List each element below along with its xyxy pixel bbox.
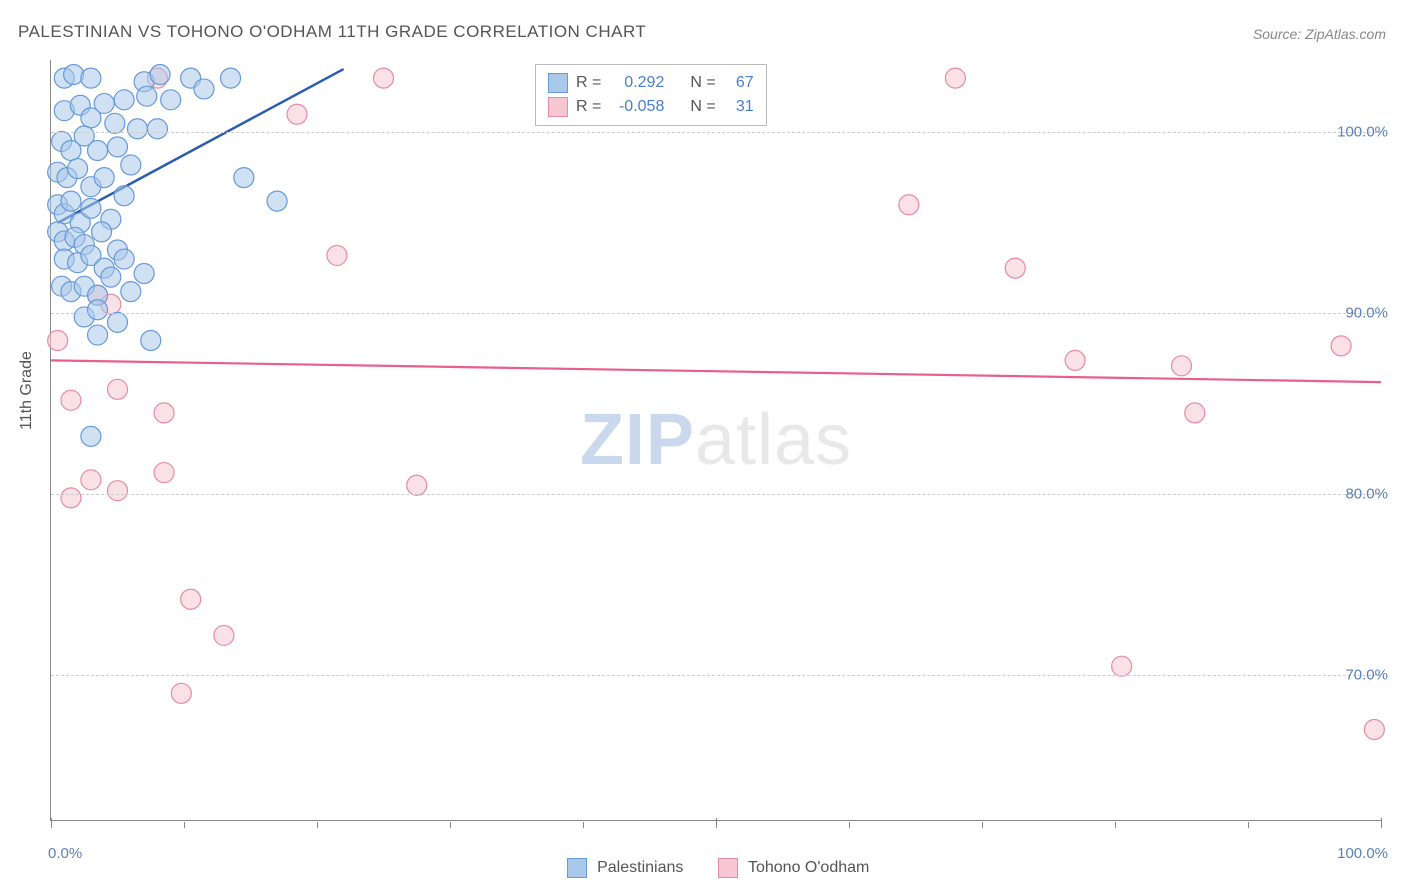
point-pink [61,488,81,508]
point-blue [147,119,167,139]
point-pink [1185,403,1205,423]
gridline-h [51,313,1381,314]
point-blue [150,64,170,84]
point-blue [88,140,108,160]
point-pink [61,390,81,410]
swatch-pink-bottom [718,858,738,878]
point-blue [114,249,134,269]
point-blue [101,267,121,287]
swatch-pink [548,97,568,117]
point-blue [114,186,134,206]
x-tick [716,818,717,828]
point-pink [1364,720,1384,740]
point-blue [161,90,181,110]
x-tick [1381,818,1382,828]
x-tick [51,818,52,828]
point-pink [1172,356,1192,376]
point-pink [407,475,427,495]
x-tick [317,822,318,828]
x-tick [1115,822,1116,828]
point-pink [945,68,965,88]
point-blue [234,168,254,188]
point-blue [121,282,141,302]
point-pink [171,683,191,703]
x-tick [583,822,584,828]
point-pink [108,481,128,501]
swatch-blue-bottom [567,858,587,878]
point-pink [1112,656,1132,676]
x-tick [450,822,451,828]
point-pink [214,625,234,645]
gridline-h [51,494,1381,495]
point-pink [108,379,128,399]
point-blue [194,79,214,99]
source-attribution: Source: ZipAtlas.com [1253,26,1386,42]
point-blue [94,168,114,188]
point-pink [154,403,174,423]
point-blue [68,159,88,179]
point-blue [114,90,134,110]
y-axis-label: 11th Grade [18,351,36,430]
legend-label-pink: Tohono O'odham [748,859,869,876]
gridline-h [51,675,1381,676]
legend-label-blue: Palestinians [597,859,683,876]
point-blue [134,264,154,284]
x-tick [982,822,983,828]
plot-area: ZIPatlas [50,60,1381,821]
point-pink [1005,258,1025,278]
chart-title: PALESTINIAN VS TOHONO O'ODHAM 11TH GRADE… [18,22,646,42]
point-blue [105,113,125,133]
point-blue [81,68,101,88]
point-blue [108,312,128,332]
point-pink [1331,336,1351,356]
legend-row-blue: R = 0.292 N = 67 [548,71,754,95]
point-blue [92,222,112,242]
correlation-legend: R = 0.292 N = 67 R = -0.058 N = 31 [535,64,767,126]
x-tick [849,822,850,828]
point-blue [108,137,128,157]
point-blue [94,93,114,113]
point-blue [81,198,101,218]
series-legend: Palestinians Tohono O'odham [0,858,1406,878]
point-blue [121,155,141,175]
point-blue [267,191,287,211]
x-tick [184,822,185,828]
swatch-blue [548,73,568,93]
point-pink [154,463,174,483]
point-blue [141,330,161,350]
y-tick-label: 80.0% [1345,486,1388,503]
point-blue [81,426,101,446]
point-pink [287,104,307,124]
point-pink [81,470,101,490]
x-tick [1248,822,1249,828]
y-tick-label: 100.0% [1337,124,1388,141]
y-tick-label: 90.0% [1345,305,1388,322]
point-pink [181,589,201,609]
point-pink [374,68,394,88]
point-pink [327,245,347,265]
point-blue [88,325,108,345]
legend-row-pink: R = -0.058 N = 31 [548,95,754,119]
point-blue [64,64,84,84]
point-pink [1065,350,1085,370]
x-tick-max: 100.0% [1337,845,1388,862]
scatter-svg [51,60,1381,820]
point-pink [899,195,919,215]
point-blue [137,86,157,106]
point-blue [61,191,81,211]
point-blue [221,68,241,88]
point-blue [88,300,108,320]
point-blue [127,119,147,139]
x-tick-min: 0.0% [48,845,82,862]
gridline-h [51,132,1381,133]
point-pink [48,330,68,350]
y-tick-label: 70.0% [1345,667,1388,684]
